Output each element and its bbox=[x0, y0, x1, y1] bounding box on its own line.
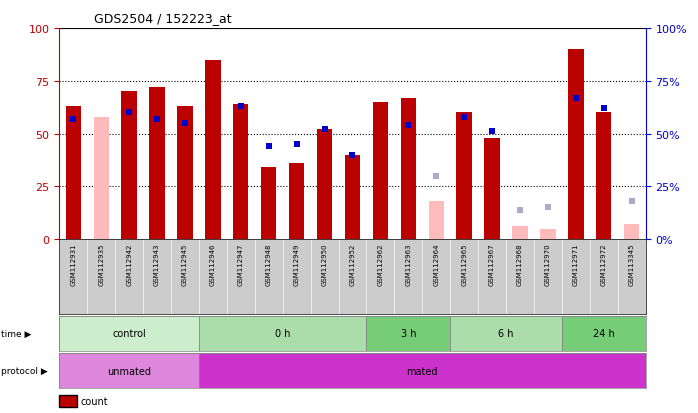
Bar bbox=[149, 88, 165, 240]
Bar bbox=[596, 113, 611, 240]
Text: GSM112952: GSM112952 bbox=[350, 243, 355, 285]
Text: 24 h: 24 h bbox=[593, 328, 615, 339]
Text: unmated: unmated bbox=[107, 366, 151, 376]
Bar bbox=[177, 107, 193, 240]
Bar bbox=[512, 227, 528, 240]
Text: 3 h: 3 h bbox=[401, 328, 416, 339]
Bar bbox=[205, 61, 221, 240]
Bar bbox=[121, 92, 137, 240]
Text: GSM112946: GSM112946 bbox=[210, 243, 216, 286]
Text: 6 h: 6 h bbox=[498, 328, 514, 339]
Bar bbox=[429, 202, 444, 240]
Text: GSM112931: GSM112931 bbox=[70, 243, 76, 286]
Text: GSM112972: GSM112972 bbox=[601, 243, 607, 286]
Bar bbox=[401, 98, 416, 240]
Bar bbox=[289, 164, 304, 240]
Text: GDS2504 / 152223_at: GDS2504 / 152223_at bbox=[94, 12, 232, 25]
Bar bbox=[624, 225, 639, 240]
Text: GSM112968: GSM112968 bbox=[517, 243, 523, 286]
Text: GSM112964: GSM112964 bbox=[433, 243, 439, 286]
Bar bbox=[317, 130, 332, 240]
Text: GSM112945: GSM112945 bbox=[182, 243, 188, 285]
Text: GSM112965: GSM112965 bbox=[461, 243, 467, 286]
Bar bbox=[261, 168, 276, 240]
Text: GSM112971: GSM112971 bbox=[573, 243, 579, 286]
Bar bbox=[373, 102, 388, 240]
Bar bbox=[94, 117, 109, 240]
Text: GSM113345: GSM113345 bbox=[629, 243, 634, 286]
Text: GSM112963: GSM112963 bbox=[406, 243, 411, 286]
Text: GSM112967: GSM112967 bbox=[489, 243, 495, 286]
Text: GSM112935: GSM112935 bbox=[98, 243, 104, 286]
Text: time ▶: time ▶ bbox=[1, 329, 31, 338]
Text: mated: mated bbox=[406, 366, 438, 376]
Text: GSM112962: GSM112962 bbox=[378, 243, 383, 286]
Bar bbox=[540, 229, 556, 240]
Bar bbox=[59, 316, 199, 351]
Bar bbox=[484, 138, 500, 240]
Text: 0 h: 0 h bbox=[275, 328, 290, 339]
Bar bbox=[66, 107, 81, 240]
Bar bbox=[562, 316, 646, 351]
Text: count: count bbox=[80, 396, 108, 406]
Text: GSM112970: GSM112970 bbox=[545, 243, 551, 286]
Bar bbox=[568, 50, 584, 240]
Text: control: control bbox=[112, 328, 146, 339]
Text: GSM112948: GSM112948 bbox=[266, 243, 272, 286]
Bar bbox=[345, 155, 360, 240]
Bar bbox=[199, 353, 646, 388]
Text: GSM112947: GSM112947 bbox=[238, 243, 244, 286]
Bar bbox=[199, 316, 366, 351]
Text: protocol ▶: protocol ▶ bbox=[1, 366, 47, 375]
Bar bbox=[366, 316, 450, 351]
Text: GSM112942: GSM112942 bbox=[126, 243, 132, 285]
Bar bbox=[59, 353, 199, 388]
Bar bbox=[233, 105, 248, 240]
Text: GSM112950: GSM112950 bbox=[322, 243, 327, 286]
Bar bbox=[450, 316, 562, 351]
Text: GSM112949: GSM112949 bbox=[294, 243, 299, 286]
Bar bbox=[456, 113, 472, 240]
Text: GSM112943: GSM112943 bbox=[154, 243, 160, 286]
